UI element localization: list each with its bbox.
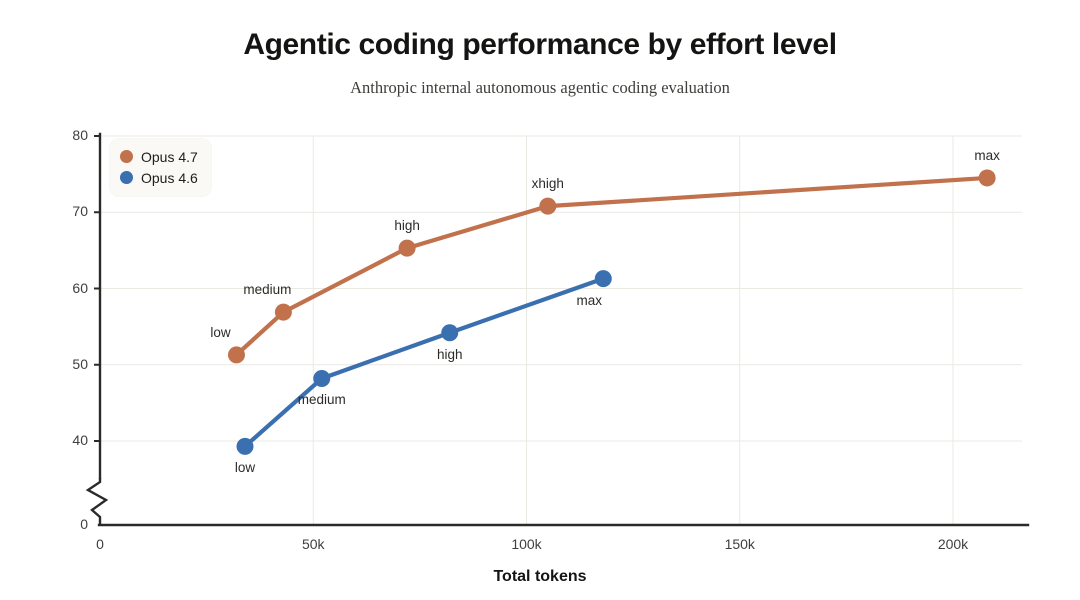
x-tick-label: 50k bbox=[301, 536, 325, 552]
y-tick-label: 50 bbox=[72, 355, 88, 372]
y-tick-label: 70 bbox=[72, 203, 88, 220]
legend-label: Opus 4.6 bbox=[141, 169, 198, 186]
x-tick-label: 0 bbox=[96, 536, 104, 552]
gridlines bbox=[100, 135, 1022, 525]
data-point[interactable] bbox=[274, 303, 292, 321]
data-point[interactable] bbox=[313, 369, 331, 387]
series-layer bbox=[227, 169, 996, 455]
data-point[interactable] bbox=[398, 239, 416, 257]
data-point[interactable] bbox=[978, 169, 996, 187]
data-point[interactable] bbox=[441, 324, 459, 342]
legend-item[interactable]: Opus 4.6 bbox=[120, 167, 198, 188]
point-label: high bbox=[436, 346, 463, 362]
data-point[interactable] bbox=[236, 437, 254, 455]
legend-swatch-icon bbox=[120, 150, 133, 163]
x-tick-label: 200k bbox=[937, 536, 969, 552]
point-label: high bbox=[394, 218, 420, 234]
series-line-opus-4-6 bbox=[242, 276, 606, 449]
data-point[interactable] bbox=[227, 346, 245, 364]
legend-item[interactable]: Opus 4.7 bbox=[120, 146, 198, 167]
x-tick-label: 100k bbox=[511, 536, 542, 552]
point-label: low bbox=[210, 324, 231, 340]
point-label: low bbox=[234, 460, 256, 476]
point-label: max bbox=[576, 292, 603, 308]
point-label: medium bbox=[297, 392, 346, 408]
y-tick-label: 60 bbox=[72, 279, 88, 296]
chart-legend[interactable]: Opus 4.7 Opus 4.6 bbox=[110, 139, 211, 196]
point-label: max bbox=[974, 147, 1000, 163]
data-point[interactable] bbox=[539, 197, 557, 215]
axis-lines bbox=[85, 132, 1030, 527]
x-tick-label: 150k bbox=[724, 536, 755, 552]
y-tick-label: 80 bbox=[72, 127, 88, 143]
y-tick-label: 40 bbox=[72, 432, 88, 448]
x-axis-title: Total tokens bbox=[493, 568, 587, 585]
chart-title: Agentic coding performance by effort lev… bbox=[243, 28, 837, 61]
y-tick-label: 0 bbox=[80, 516, 88, 532]
data-point[interactable] bbox=[594, 270, 612, 288]
point-label: xhigh bbox=[531, 176, 564, 192]
legend-swatch-icon bbox=[120, 171, 133, 184]
series-line-opus-4-7 bbox=[234, 175, 990, 357]
point-label: medium bbox=[243, 282, 292, 298]
chart-subtitle: Anthropic internal autonomous agentic co… bbox=[350, 78, 730, 97]
legend-label: Opus 4.7 bbox=[141, 148, 198, 165]
